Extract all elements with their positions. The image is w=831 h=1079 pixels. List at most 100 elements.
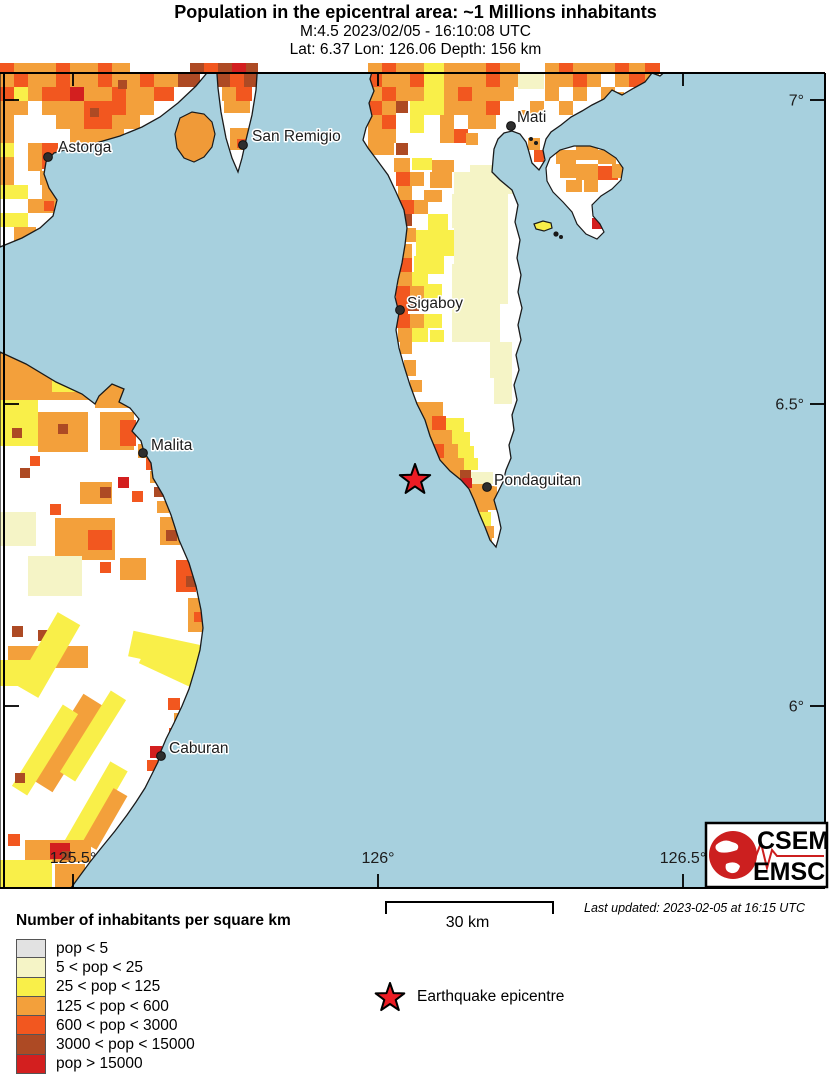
population-cell	[464, 458, 478, 470]
population-cell	[132, 491, 143, 502]
population-cell	[545, 87, 559, 101]
legend-row: pop < 5	[16, 939, 291, 959]
population-cell	[424, 63, 444, 73]
city-dot-malita	[138, 448, 148, 458]
population-cell	[396, 286, 410, 300]
population-cell	[500, 73, 518, 87]
population-cell	[410, 314, 424, 328]
population-cell	[126, 101, 154, 115]
population-cell	[0, 171, 14, 185]
population-cell	[645, 63, 660, 73]
population-cell	[559, 73, 573, 87]
population-cell	[612, 164, 623, 178]
city-label-mati: Mati	[517, 109, 546, 126]
population-cell	[70, 63, 98, 73]
population-cell	[424, 190, 442, 202]
population-cell	[530, 101, 544, 115]
population-cell	[59, 690, 127, 782]
legend-swatch	[16, 977, 46, 997]
population-cell	[0, 213, 28, 227]
population-cell	[232, 63, 246, 73]
legend-label: 3000 < pop < 15000	[56, 1036, 195, 1054]
population-cell	[412, 328, 428, 342]
city-label-astorga: Astorga	[58, 139, 112, 156]
population-cell	[222, 87, 236, 101]
legend-label: pop < 5	[56, 939, 109, 957]
population-cell	[430, 172, 452, 188]
population-cell	[466, 133, 478, 145]
population-cell	[100, 562, 111, 573]
title-block: Population in the epicentral area: ~1 Mi…	[0, 0, 831, 59]
population-cell	[396, 63, 424, 73]
population-cell	[412, 158, 432, 170]
population-cell	[471, 472, 493, 484]
population-cell	[186, 576, 197, 587]
population-cell	[84, 115, 112, 129]
population-cell	[236, 87, 252, 101]
population-cell	[0, 185, 28, 199]
population-cell	[458, 87, 472, 101]
population-cell	[486, 73, 500, 87]
population-cell	[70, 73, 98, 87]
population-cell	[545, 73, 559, 87]
population-cell	[404, 360, 416, 376]
population-cell	[518, 73, 544, 89]
population-cell	[28, 87, 42, 101]
population-cell	[432, 160, 454, 172]
population-legend: Number of inhabitants per square km pop …	[16, 912, 291, 1075]
population-cell	[382, 115, 396, 129]
population-cell	[592, 218, 603, 229]
population-cell	[120, 420, 136, 446]
population-cell	[28, 556, 82, 596]
population-cell	[472, 87, 500, 101]
population-cell	[438, 430, 452, 444]
population-cell	[70, 129, 98, 143]
population-cell	[0, 157, 14, 171]
population-cell	[410, 286, 424, 300]
scale-bar-label: 30 km	[445, 914, 490, 931]
population-cell	[11, 704, 79, 796]
population-cell	[70, 87, 84, 101]
city-label-caburan: Caburan	[169, 740, 228, 757]
population-cell	[0, 87, 14, 101]
population-cell	[112, 115, 140, 129]
event-coordinates-depth: Lat: 6.37 Lon: 126.06 Depth: 156 km	[289, 41, 542, 58]
population-cell	[154, 73, 178, 87]
population-cell	[458, 446, 474, 458]
population-cell	[224, 101, 250, 113]
population-cell	[368, 115, 382, 129]
population-cell	[154, 487, 164, 497]
population-cell	[432, 416, 446, 430]
population-cell	[58, 424, 68, 434]
population-cell	[424, 284, 442, 298]
population-cell	[14, 63, 28, 73]
population-cell	[204, 63, 218, 73]
islet	[559, 235, 563, 239]
legend-row: 3000 < pop < 15000	[16, 1035, 291, 1055]
island3	[534, 221, 552, 231]
longitude-label: 126°	[361, 850, 394, 867]
coastline-landA	[0, 73, 208, 248]
logo-text-csem: CSEM	[757, 827, 829, 855]
population-cell	[368, 63, 382, 73]
population-cell	[452, 194, 508, 228]
population-cell	[500, 63, 520, 73]
city-label-san-remigio: San Remigio	[252, 128, 341, 145]
population-cell	[396, 87, 424, 101]
legend-row: 25 < pop < 125	[16, 977, 291, 997]
population-cell	[98, 73, 112, 87]
population-cell	[8, 834, 20, 846]
population-cell	[424, 314, 442, 328]
population-cell	[486, 101, 500, 115]
population-cell	[398, 186, 412, 200]
coastline-landB	[0, 351, 204, 888]
population-cell	[42, 101, 56, 115]
population-cell	[50, 504, 61, 515]
population-cell	[62, 761, 128, 855]
population-cell	[486, 63, 500, 73]
population-cell	[126, 87, 154, 101]
population-cell	[452, 432, 470, 446]
population-cell	[382, 63, 396, 73]
